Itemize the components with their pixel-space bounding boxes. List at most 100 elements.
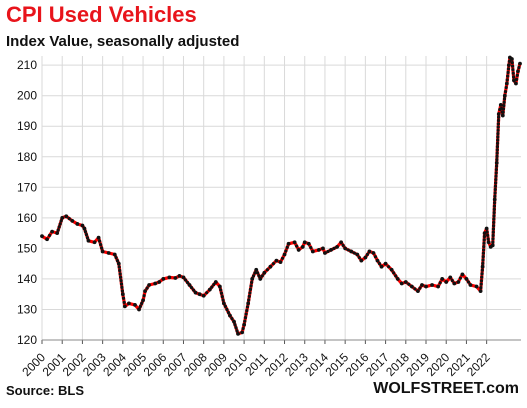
data-point-interp [57, 225, 61, 229]
data-point-interp [138, 304, 142, 309]
data-point-interp [271, 262, 276, 266]
data-point [250, 277, 255, 281]
data-point-interp [481, 261, 485, 265]
data-point-interp [326, 249, 330, 254]
data-point-interp [501, 110, 505, 114]
data-point-interp [223, 304, 228, 309]
data-point [474, 284, 479, 289]
data-point-interp [486, 237, 490, 241]
data-point-interp [501, 107, 506, 111]
data-point [282, 252, 287, 257]
data-point [133, 302, 137, 307]
data-point-interp [407, 282, 411, 286]
data-point [363, 255, 368, 260]
data-point [518, 61, 522, 66]
data-point-interp [247, 298, 251, 302]
data-point-interp [502, 100, 506, 104]
data-point-interp [59, 219, 63, 223]
data-point [452, 281, 457, 286]
data-point [502, 93, 507, 98]
data-point-interp [118, 272, 122, 276]
y-tick-label: 180 [17, 150, 37, 164]
data-point [197, 292, 202, 297]
data-point [430, 283, 434, 287]
data-point [478, 289, 483, 294]
data-point-interp [243, 316, 248, 320]
data-point [506, 63, 511, 68]
data-point [492, 197, 497, 202]
data-point [416, 289, 420, 294]
data-point [367, 249, 372, 254]
data-point [187, 283, 192, 287]
data-point-interp [510, 61, 514, 65]
data-point [306, 241, 311, 246]
data-point-interp [495, 148, 499, 152]
data-point [217, 284, 222, 289]
data-point-interp [496, 135, 500, 139]
data-point [45, 237, 49, 242]
data-point-interp [494, 174, 498, 178]
data-point-interp [118, 275, 123, 279]
data-point-interp [494, 177, 498, 182]
data-point [409, 284, 414, 289]
data-point-interp [235, 329, 239, 333]
data-point [112, 252, 117, 257]
data-point-interp [492, 217, 496, 221]
data-point [371, 251, 376, 255]
data-point-interp [494, 171, 498, 175]
data-point-interp [466, 280, 471, 284]
chart-title: CPI Used Vehicles [6, 2, 197, 27]
series-line-path [41, 55, 522, 336]
data-point-interp [496, 118, 501, 123]
data-point-interp [352, 251, 356, 255]
data-point-interp [495, 141, 500, 145]
data-point [64, 214, 69, 219]
data-point [213, 280, 218, 284]
data-point [80, 223, 85, 228]
data-point-interp [511, 71, 515, 75]
data-point [375, 258, 380, 263]
data-point-interp [502, 97, 507, 101]
data-point [310, 249, 315, 254]
data-point [516, 69, 520, 74]
data-point-interp [233, 323, 237, 327]
data-point-interp [495, 151, 499, 155]
data-point-interp [387, 265, 391, 269]
data-point-interp [284, 249, 288, 253]
data-point-interp [491, 230, 495, 234]
data-point [448, 275, 453, 280]
data-point [262, 270, 267, 275]
data-point [403, 280, 408, 284]
data-point [116, 261, 121, 266]
data-point-interp [479, 286, 483, 290]
data-point [161, 277, 166, 281]
data-point-interp [496, 131, 500, 136]
data-point [510, 57, 514, 61]
data-point [70, 219, 75, 223]
data-point-interp [265, 268, 269, 272]
data-point [323, 251, 327, 255]
data-point-interp [482, 238, 486, 242]
data-point-interp [332, 246, 336, 250]
data-point-interp [226, 310, 231, 315]
data-point [221, 301, 226, 306]
data-point-interp [219, 288, 223, 292]
data-point [355, 252, 360, 257]
data-point [177, 273, 182, 278]
data-point-interp [120, 289, 124, 293]
data-point-interp [85, 236, 90, 240]
data-point [50, 229, 55, 234]
data-point-interp [225, 307, 229, 312]
data-point-interp [458, 276, 462, 280]
data-point-interp [243, 319, 247, 323]
data-point-interp [495, 158, 499, 162]
data-point [321, 246, 325, 251]
data-point-interp [506, 67, 511, 71]
data-point-interp [365, 252, 369, 257]
data-point-interp [494, 167, 498, 172]
data-point-interp [496, 125, 500, 129]
data-point-interp [220, 295, 224, 299]
data-point-interp [492, 207, 496, 211]
data-point-interp [495, 144, 500, 149]
data-point [236, 331, 240, 336]
